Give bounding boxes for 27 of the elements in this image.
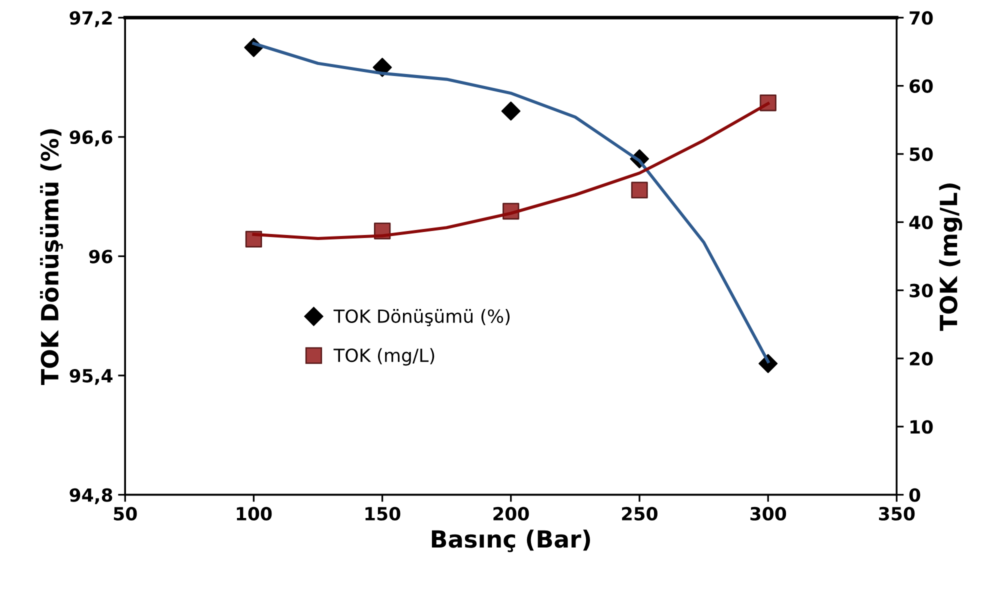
y-tick-label: 97,2 bbox=[70, 11, 112, 28]
y-axis-title: TOK Dönüşümü (%) bbox=[40, 129, 63, 386]
y-tick-label: 95,4 bbox=[70, 368, 112, 385]
x-tick-label: 200 bbox=[493, 506, 529, 521]
legend-label: TOK (mg/L) bbox=[334, 348, 434, 366]
x-axis-title: Basınç (Bar) bbox=[432, 530, 590, 552]
x-tick-label: 250 bbox=[622, 506, 658, 521]
y2-tick-label: 0 bbox=[909, 488, 920, 502]
y-tick-label: 96,6 bbox=[70, 130, 112, 146]
y2-tick-label: 40 bbox=[909, 216, 933, 230]
legend-label: TOK Dönüşümü (%) bbox=[334, 309, 510, 326]
y-tick-label: 94,8 bbox=[70, 488, 112, 504]
y2-tick-label: 20 bbox=[910, 352, 933, 366]
y2-tick-label: 70 bbox=[910, 11, 933, 25]
y2-axis-title: TOK (mg/L) bbox=[939, 184, 962, 331]
point bbox=[501, 102, 520, 121]
point bbox=[631, 182, 648, 198]
x-tick-label: 300 bbox=[750, 506, 786, 521]
x-tick-label: 100 bbox=[236, 506, 272, 521]
x-tick-label: 350 bbox=[879, 506, 915, 521]
y2-tick-label: 30 bbox=[910, 284, 933, 298]
x-tick-label: 150 bbox=[366, 506, 400, 521]
y-tick-label: 96 bbox=[89, 250, 112, 264]
x-tick-label: 50 bbox=[114, 506, 137, 521]
y2-tick-label: 10 bbox=[910, 420, 933, 434]
y2-tick-label: 50 bbox=[910, 147, 933, 162]
y2-tick-label: 60 bbox=[910, 79, 933, 93]
